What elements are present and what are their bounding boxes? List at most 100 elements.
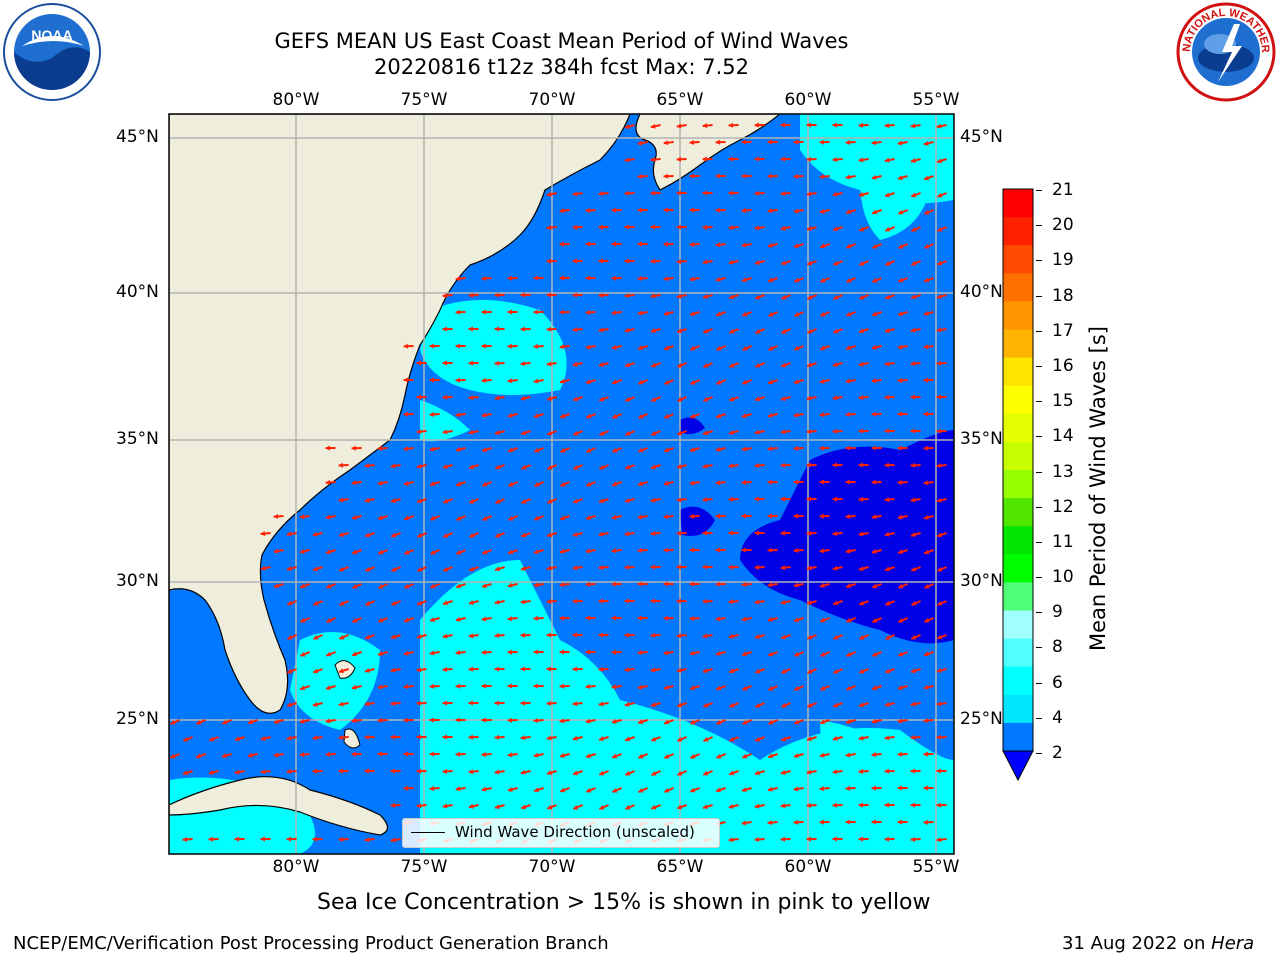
wind-arrow-head [313,668,319,674]
wind-arrow-head [651,430,657,436]
wind-arrow-head [598,362,604,368]
wind-arrow-head [533,683,538,689]
wind-arrow-head [729,668,735,674]
wind-arrow-head [910,394,915,400]
wind-arrow-head [689,650,695,656]
wind-arrow-head [807,702,813,708]
wind-arrow-head [312,768,317,774]
wind-arrow-head [559,752,565,758]
wind-arrow-head [599,498,604,504]
wind-arrow-head [598,564,604,571]
wind-arrow-head [468,666,473,672]
wind-arrow-head [352,651,358,657]
wind-arrow-head [416,667,422,673]
wind-arrow-head [273,548,279,554]
wind-arrow-head [650,667,656,673]
wind-arrow-head [845,785,851,791]
wind-arrow-head [443,566,449,572]
wind-arrow-head [585,275,590,281]
wind-arrow-head [260,531,266,537]
wind-arrow-head [599,464,605,470]
wind-arrow-head [624,667,630,673]
wind-arrow-head [611,684,617,690]
wind-arrow-head [676,123,682,129]
footer-branch: NCEP/EMC/Verification Post Processing Pr… [13,933,609,954]
wind-arrow-head [429,377,434,383]
wind-arrow-head [819,513,824,519]
wind-arrow-head [728,463,734,469]
wind-arrow-head [924,175,930,181]
wind-arrow-head [494,769,500,775]
wind-arrow-head [897,514,903,520]
wind-arrow-head [819,208,825,214]
wind-arrow-head [625,804,631,810]
wind-arrow-head [741,787,747,793]
map-title-line2: 20220816 t12z 384h fcst Max: 7.52 [374,55,749,79]
wind-arrow-head [677,736,683,742]
wind-arrow-head [417,600,423,606]
wind-arrow-head [728,429,734,435]
wind-arrow-head [573,430,579,436]
wind-arrow-head [234,769,240,775]
wind-arrow-head [442,326,447,332]
lat-label-left-45n: 45°N [116,127,159,147]
wind-arrow-head [624,157,630,163]
wind-arrow-head [508,549,514,555]
wind-arrow-head [533,717,539,724]
wind-arrow-head [469,498,475,504]
wind-arrow-head [559,378,565,384]
wind-arrow-head [352,617,358,623]
wind-arrow-head [924,209,930,215]
wind-arrow-head [456,583,462,589]
wind-arrow-head [897,344,903,350]
wind-arrow-head [273,719,279,725]
wind-arrow-head [456,481,462,487]
wind-arrow-head [520,565,526,571]
wind-arrow-head [508,447,514,453]
lon-label-top-80w: 80°W [272,90,320,110]
wind-arrow-head [611,548,617,554]
wind-arrow-head [807,736,812,742]
wind-arrow-head [910,768,915,774]
wind-arrow-head [403,684,409,690]
colorbar-tick-label: 12 [1052,496,1074,517]
wind-arrow-head [923,785,928,791]
wind-arrow-head [767,412,773,418]
wind-arrow-head [702,123,708,129]
wind-arrow-head [338,532,344,538]
wind-arrow-head [455,276,461,282]
wind-arrow-head [872,311,878,317]
wind-arrow-head [820,719,826,725]
wind-arrow-head [676,667,682,673]
wind-arrow-head [833,294,839,300]
wind-arrow-head [729,328,735,334]
wind-arrow-head [910,802,915,808]
wind-arrow-head [871,548,877,554]
wind-arrow-head [442,700,447,706]
wind-arrow-head [286,531,292,537]
wind-arrow-head [546,326,552,332]
wind-arrow-head [403,411,408,417]
wind-arrow-head [911,600,917,606]
wind-arrow-head [481,309,486,315]
wind-arrow-head [689,139,695,146]
wind-arrow-head [677,328,682,334]
colorbar-tick-label: 10 [1052,567,1074,588]
wind-arrow-head [819,786,825,792]
wind-arrow-head [416,734,421,740]
wind-arrow-head [793,208,799,214]
wind-arrow-head [429,683,435,689]
wind-arrow-head [638,787,644,793]
wind-arrow-head [859,294,865,300]
wind-arrow-head [546,598,552,605]
wind-arrow-head [806,836,811,842]
wind-arrow-head [754,836,760,843]
wind-arrow-head [728,122,734,128]
wind-arrow-head [781,260,786,266]
wind-arrow-head [364,768,369,774]
wind-arrow-head [650,564,655,570]
wind-arrow-head [520,666,525,672]
wind-arrow-head [572,598,577,604]
wind-arrow-head [390,768,395,774]
wind-arrow-head [768,651,774,657]
